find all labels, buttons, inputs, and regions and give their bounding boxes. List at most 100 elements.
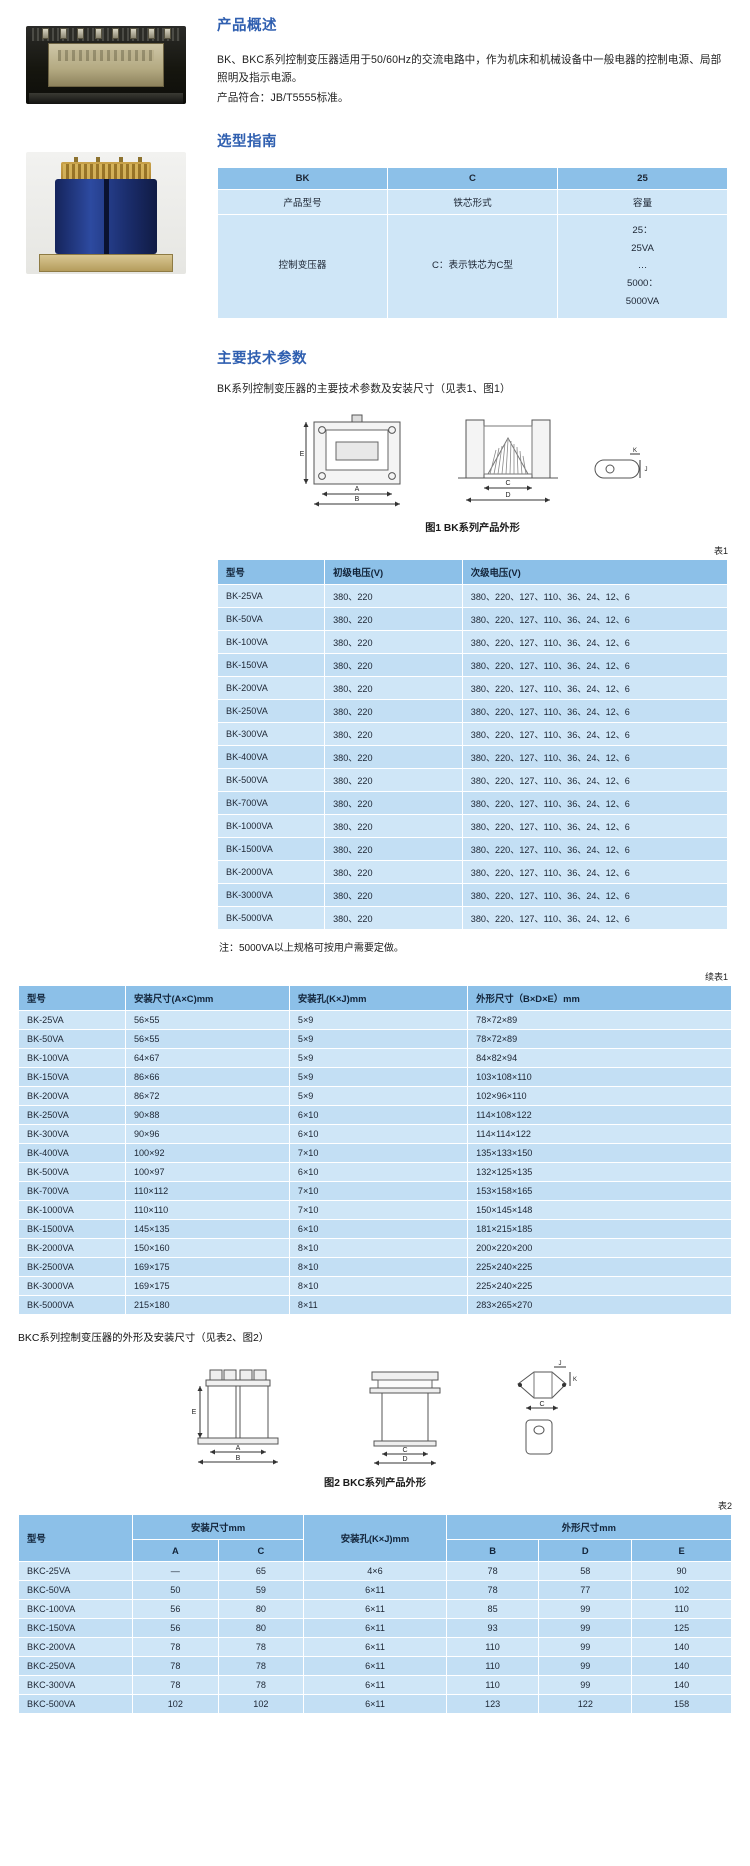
table2-subheader-d: D [538,1538,633,1562]
cell-hole: 6×11 [303,1617,447,1638]
svg-text:A: A [236,1445,241,1452]
cell-model: BK-500VA [18,1161,126,1182]
cell-mounting-hole: 8×10 [288,1237,469,1258]
cell-secondary: 380、220、127、110、36、24、12、6 [461,882,729,907]
capacity-line-3: … [637,260,648,272]
table-row: BK-2500VA 169×175 8×10 225×240×225 [18,1256,732,1277]
cell-mounting-size: 64×67 [124,1047,290,1068]
cell-a: 56 [132,1598,219,1619]
guide-value-row: 控制变压器 C：表示铁芯为C型 25： 25VA … 5000： 5000VA [217,213,728,319]
svg-text:J: J [644,467,647,473]
cell-model: BK-1500VA [18,1218,126,1239]
cell-model: BK-50VA [18,1028,126,1049]
cell-model: BK-2500VA [18,1256,126,1277]
table-row: BK-5000VA 215×180 8×11 283×265×270 [18,1294,732,1315]
cell-hole: 6×11 [303,1579,447,1600]
product-photo-bkc-transformer [26,152,186,274]
cell-model: BK-700VA [18,1180,126,1201]
cell-model: BKC-100VA [17,1598,134,1619]
cell-secondary: 380、220、127、110、36、24、12、6 [461,744,729,769]
cell-model: BK-1000VA [216,813,326,838]
cell-hole: 6×11 [303,1693,447,1714]
guide-header-row: BK C 25 [217,166,728,190]
table-row: BK-200VA 86×72 5×9 102×96×110 [18,1085,732,1106]
table2-subheader-b: B [445,1538,540,1562]
figure2-drawings: E A B C D [18,1358,732,1468]
figure1-mounting-hole-detail: K J [594,448,647,479]
cell-model: BKC-25VA [17,1560,134,1581]
capacity-line-5: 5000VA [625,295,660,307]
cell-a: 78 [132,1636,219,1657]
table-row: BK-200VA 380、220 380、220、127、110、36、24、12、… [216,675,729,700]
cell-mounting-size: 169×175 [124,1275,290,1296]
table-row: BK-1000VA 110×110 7×10 150×145×148 [18,1199,732,1220]
svg-text:C: C [539,1401,544,1408]
bkc-section: BKC系列控制变压器的外形及安装尺寸（见表2、图2） E A B [0,1329,750,1714]
table1cont-header-mounting-size: 安装尺寸(A×C)mm [124,984,290,1011]
cell-primary: 380、220 [324,583,463,608]
table2-bkc-dimensions: 型号 安装尺寸mm 安装孔(K×J)mm 外形尺寸mm A C B D E BK… [17,1513,733,1714]
cell-primary: 380、220 [324,744,463,769]
table2-mounting-hole-title: 安装孔(K×J)mm [340,1532,410,1544]
cell-b: 110 [445,1655,540,1676]
cell-model: BK-150VA [18,1066,126,1087]
cell-c: 102 [217,1693,305,1714]
cell-model: BK-5000VA [18,1294,126,1315]
cell-e: 90 [631,1560,732,1581]
table1-note: 注：5000VA以上规格可按用户需要定做。 [219,942,404,954]
table2-header-model: 型号 [17,1513,134,1562]
svg-text:B: B [354,496,359,503]
cell-primary: 380、220 [324,905,463,930]
cell-outline: 114×108×122 [467,1104,732,1125]
cell-model: BK-1500VA [216,836,326,861]
figure1-drawings: A B E [217,408,728,513]
selection-guide-title: 选型指南 [217,133,277,150]
cell-model: BK-50VA [216,606,326,631]
guide-sub-model: 产品型号 [217,188,388,215]
guide-header-c: C [387,166,558,190]
cell-model: BKC-150VA [17,1617,134,1638]
cell-a: 78 [132,1674,219,1695]
cell-a: 50 [132,1579,219,1600]
table-row: BK-5000VA 380、220 380、220、127、110、36、24、12… [216,905,729,930]
cell-mounting-size: 100×92 [124,1142,290,1163]
table1-header-secondary-voltage: 次级电压(V) [461,558,729,585]
cell-model: BK-400VA [216,744,326,769]
cell-outline: 132×125×135 [467,1161,732,1182]
cell-mounting-hole: 5×9 [288,1066,469,1087]
cell-mounting-size: 86×72 [124,1085,290,1106]
cell-mounting-hole: 8×10 [288,1256,469,1277]
table-row: BK-250VA 90×88 6×10 114×108×122 [18,1104,732,1125]
cell-mounting-size: 90×88 [124,1104,290,1125]
svg-text:K: K [632,448,636,454]
table-row: BK-100VA 380、220 380、220、127、110、36、24、12、… [216,629,729,654]
cell-model: BK-2000VA [18,1237,126,1258]
cell-d: 99 [538,1636,633,1657]
cell-outline: 225×240×225 [467,1275,732,1296]
guide-sub-core: 铁芯形式 [387,188,558,215]
cell-mounting-hole: 7×10 [288,1180,469,1201]
guide-subheader-row: 产品型号 铁芯形式 容量 [217,188,728,215]
capacity-line-1: 25： [632,224,653,236]
cell-model: BK-400VA [18,1142,126,1163]
cell-e: 140 [631,1655,732,1676]
table1cont-body: BK-25VA 56×55 5×9 78×72×89 BK-50VA 56×55 5×9 7… [18,1009,732,1315]
cell-e: 140 [631,1636,732,1657]
table-row: BK-3000VA 380、220 380、220、127、110、36、24、12… [216,882,729,907]
figure1-front-view: A B E [299,414,400,507]
cell-model: BK-500VA [216,767,326,792]
cell-model: BK-5000VA [216,905,326,930]
table-row: BK-100VA 64×67 5×9 84×82×94 [18,1047,732,1068]
svg-text:K: K [573,1377,577,1383]
table1cont-header-row: 型号 安装尺寸(A×C)mm 安装孔(K×J)mm 外形尺寸（B×D×E）mm [18,984,732,1011]
table-row: BK-1500VA 380、220 380、220、127、110、36、24、12… [216,836,729,861]
cell-outline: 102×96×110 [467,1085,732,1106]
cell-model: BK-250VA [18,1104,126,1125]
cell-model: BK-1000VA [18,1199,126,1220]
table-row: BK-1500VA 145×135 6×10 181×215×185 [18,1218,732,1239]
svg-text:D: D [402,1456,407,1463]
capacity-line-4: 5000： [627,278,658,290]
svg-text:A: A [354,486,359,493]
cell-c: 78 [217,1655,305,1676]
cell-outline: 135×133×150 [467,1142,732,1163]
